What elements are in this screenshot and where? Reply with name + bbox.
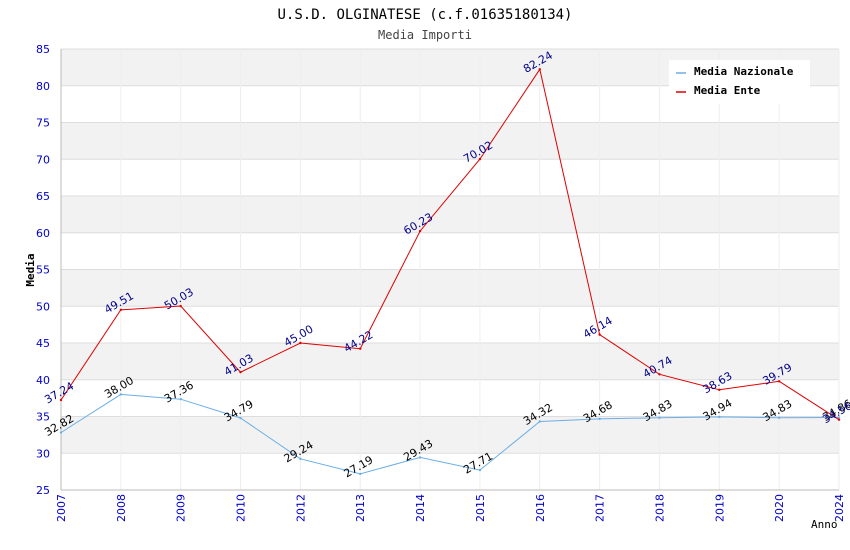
data-point-media-ente: [418, 229, 422, 233]
x-tick-label: 2009: [175, 494, 188, 522]
data-point-media-ente: [598, 333, 601, 336]
data-point-media-nazionale: [359, 472, 362, 476]
y-tick-label: 45: [36, 337, 50, 350]
data-point-media-ente: [59, 398, 63, 402]
y-tick-label: 35: [36, 411, 50, 424]
y-tick-label: 75: [36, 117, 50, 130]
grid-band: [61, 122, 839, 160]
data-point-media-ente: [777, 380, 781, 383]
legend-box: [669, 60, 810, 104]
x-tick-label: 2019: [713, 494, 726, 522]
x-tick-label: 2007: [55, 494, 68, 522]
data-point-media-ente: [837, 418, 841, 421]
y-tick-label: 40: [36, 374, 50, 387]
data-point-media-ente: [538, 68, 541, 71]
data-point-media-ente: [119, 308, 123, 312]
legend: Media Nazionale Media Ente: [669, 60, 810, 104]
x-axis: 2007 2008 2009 2010 2012 2013 2014 2015 2016 2017…: [55, 494, 846, 522]
y-tick-label: 50: [36, 300, 50, 313]
data-point-media-nazionale: [777, 416, 781, 419]
y-tick-label: 80: [36, 80, 50, 93]
x-tick-label: 2013: [354, 494, 367, 522]
y-tick-label: 30: [36, 447, 50, 460]
data-point-media-ente: [359, 347, 362, 350]
y-tick-label: 25: [36, 484, 50, 497]
legend-label-media-nazionale: Media Nazionale: [694, 65, 794, 78]
data-point-media-ente: [478, 157, 482, 161]
data-point-media-nazionale: [59, 431, 63, 434]
data-point-media-nazionale: [478, 468, 482, 472]
x-tick-label: 2020: [773, 494, 786, 522]
y-tick-label: 55: [36, 264, 50, 277]
data-point-media-nazionale: [418, 456, 422, 459]
x-tick-label: 2015: [474, 494, 487, 522]
data-point-media-nazionale: [119, 393, 123, 396]
data-point-media-nazionale: [239, 416, 242, 420]
data-point-media-nazionale: [837, 416, 841, 419]
grid-band: [61, 196, 839, 233]
grid-band: [61, 269, 839, 307]
data-point-media-nazionale: [299, 457, 302, 461]
y-tick-label: 70: [36, 153, 50, 166]
grid-band: [61, 416, 839, 454]
data-point-media-ente: [299, 341, 302, 345]
chart-title: U.S.D. OLGINATESE (c.f.01635180134): [277, 7, 572, 23]
y-tick-label: 85: [36, 43, 50, 56]
data-point-media-ente: [658, 373, 661, 376]
series-line-media-ente: [60, 68, 840, 421]
data-point-media-ente: [179, 304, 182, 308]
x-tick-label: 2012: [294, 494, 307, 522]
x-tick-label: 2024: [833, 494, 846, 522]
x-tick-label: 2008: [115, 494, 128, 522]
series-line-media-nazionale: [60, 393, 840, 475]
data-point-media-nazionale: [598, 417, 601, 421]
data-point-media-nazionale: [538, 420, 541, 423]
legend-label-media-ente: Media Ente: [694, 84, 761, 97]
y-tick-label: 65: [36, 190, 50, 203]
y-tick-label: 60: [36, 227, 50, 240]
chart-subtitle: Media Importi: [378, 28, 472, 42]
plot-background: [60, 48, 840, 491]
x-axis-label: Anno: [811, 518, 838, 531]
y-axis: 25 30 35 40 45 50 55 60 65 70 75 80 85: [36, 43, 50, 497]
x-tick-label: 2014: [414, 494, 427, 522]
data-point-media-ente: [718, 388, 721, 392]
x-tick-label: 2016: [534, 494, 547, 522]
data-point-media-nazionale: [718, 415, 721, 419]
grid-band: [61, 343, 839, 380]
data-point-media-nazionale: [658, 416, 661, 419]
x-tick-label: 2017: [594, 494, 607, 522]
x-tick-label: 2010: [235, 494, 248, 522]
x-tick-label: 2018: [653, 494, 666, 522]
series-lines: [59, 68, 841, 476]
data-point-media-ente: [239, 370, 242, 374]
data-point-media-nazionale: [179, 397, 182, 401]
y-axis-label: Media: [24, 253, 37, 286]
